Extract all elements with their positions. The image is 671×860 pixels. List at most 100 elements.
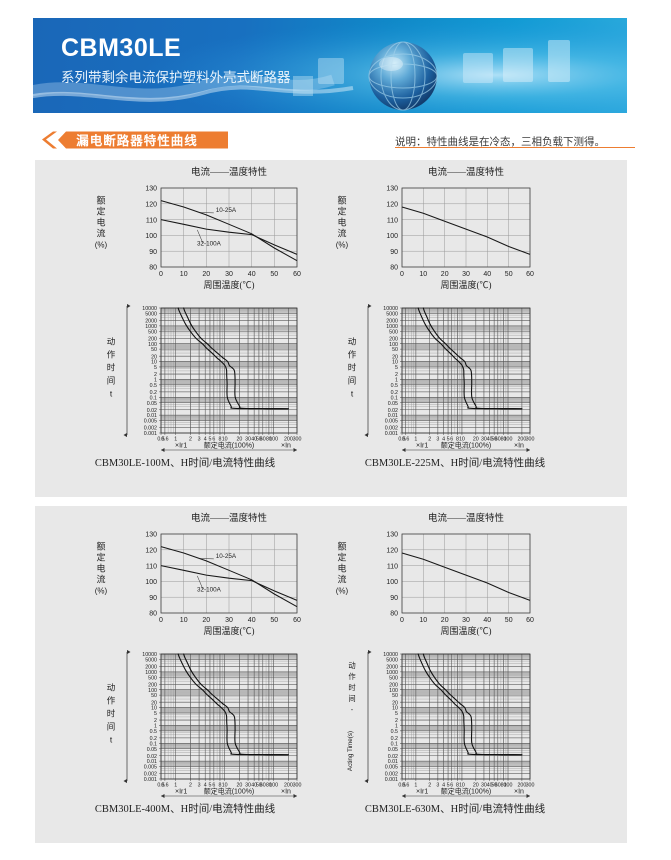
svg-text:周围温度(℃): 周围温度(℃) [441,279,492,290]
svg-text:2: 2 [189,783,192,789]
svg-text:0.001: 0.001 [144,777,157,783]
svg-text:0: 0 [159,271,163,278]
svg-text:50: 50 [270,617,278,624]
svg-text:100: 100 [269,437,278,443]
svg-text:电: 电 [96,217,105,228]
svg-text:额定电流(100%): 额定电流(100%) [204,441,255,450]
svg-text:2: 2 [428,783,431,789]
svg-text:间: 间 [348,376,357,386]
svg-text:0.5: 0.5 [150,729,157,735]
svg-text:×Ir1: ×Ir1 [175,789,187,796]
svg-text:额: 额 [96,195,105,206]
svg-text:定: 定 [337,206,346,217]
svg-text:定: 定 [337,552,346,563]
svg-text:90: 90 [390,249,398,256]
svg-text:电流——温度特性: 电流——温度特性 [428,512,505,524]
svg-text:流: 流 [96,228,105,239]
svg-text:0.005: 0.005 [385,419,398,425]
svg-text:0: 0 [400,617,404,624]
svg-text:0: 0 [400,271,404,278]
svg-text:30: 30 [225,617,233,624]
svg-text:流: 流 [96,574,105,585]
svg-text:100: 100 [269,783,278,789]
svg-text:×In: ×In [514,789,524,796]
svg-text:5: 5 [395,365,398,371]
svg-text:(%): (%) [95,241,108,250]
svg-text:100: 100 [145,233,157,240]
svg-text:周围温度(℃): 周围温度(℃) [441,625,492,636]
svg-text:0.6: 0.6 [402,437,409,443]
svg-text:120: 120 [145,202,157,209]
svg-text:130: 130 [145,186,157,193]
svg-text:间: 间 [107,376,116,386]
svg-text:0.5: 0.5 [391,729,398,735]
svg-text:0.6: 0.6 [161,783,168,789]
svg-text:500: 500 [148,675,157,681]
svg-text:0.05: 0.05 [388,401,398,407]
svg-text:×In: ×In [514,443,524,450]
svg-text:CBM30LE-100M、H时间/电流特性曲线: CBM30LE-100M、H时间/电流特性曲线 [95,456,276,469]
svg-text:t: t [110,389,113,399]
svg-text:40: 40 [248,271,256,278]
svg-text:20: 20 [202,617,210,624]
svg-text:2: 2 [189,437,192,443]
svg-text:500: 500 [389,329,398,335]
svg-text:周围温度(℃): 周围温度(℃) [204,279,255,290]
svg-text:-: - [351,705,354,714]
svg-text:130: 130 [386,186,398,193]
svg-text:80: 80 [149,611,157,618]
svg-text:电: 电 [96,563,105,574]
svg-text:0.05: 0.05 [147,401,157,407]
svg-text:50: 50 [151,347,157,353]
svg-text:30: 30 [462,617,470,624]
svg-text:50: 50 [151,693,157,699]
svg-text:20: 20 [441,617,449,624]
svg-text:间: 间 [348,694,355,703]
svg-text:120: 120 [145,548,157,555]
svg-text:0.005: 0.005 [144,419,157,425]
svg-text:作: 作 [348,672,356,681]
svg-text:额: 额 [337,195,346,206]
svg-text:5000: 5000 [145,657,157,663]
svg-text:0.5: 0.5 [150,383,157,389]
svg-text:Acting Time(s): Acting Time(s) [347,731,354,771]
svg-text:0: 0 [159,617,163,624]
svg-text:3: 3 [198,437,201,443]
svg-text:间: 间 [107,722,116,732]
svg-text:50: 50 [392,693,398,699]
svg-text:50: 50 [505,617,513,624]
svg-text:电流——温度特性: 电流——温度特性 [428,166,505,178]
svg-text:10: 10 [180,617,188,624]
svg-text:定: 定 [96,552,105,563]
svg-text:流: 流 [337,574,346,585]
svg-text:0.005: 0.005 [144,765,157,771]
svg-text:20: 20 [441,271,449,278]
svg-text:110: 110 [146,563,157,570]
svg-text:60: 60 [293,271,301,278]
svg-text:80: 80 [390,265,398,272]
svg-text:时: 时 [107,709,116,719]
svg-text:2: 2 [428,437,431,443]
svg-text:500: 500 [148,329,157,335]
svg-text:3: 3 [436,783,439,789]
svg-text:60: 60 [260,783,266,789]
svg-text:时: 时 [107,363,116,373]
svg-text:0.001: 0.001 [385,777,398,783]
svg-text:(%): (%) [95,587,108,596]
svg-text:CBM30LE-630M、H时间/电流特性曲线: CBM30LE-630M、H时间/电流特性曲线 [365,802,546,815]
svg-text:300: 300 [526,437,535,443]
svg-text:电: 电 [337,217,346,228]
svg-text:定: 定 [96,206,105,217]
svg-text:额定电流(100%): 额定电流(100%) [441,787,492,796]
svg-text:100: 100 [386,579,398,586]
svg-text:100: 100 [145,579,157,586]
svg-text:32-100A: 32-100A [197,586,222,593]
svg-text:5000: 5000 [386,311,398,317]
svg-text:×In: ×In [281,789,291,796]
svg-text:作: 作 [107,696,116,706]
svg-text:0.001: 0.001 [385,431,398,437]
svg-text:40: 40 [483,271,491,278]
svg-text:50: 50 [392,347,398,353]
svg-text:10: 10 [419,271,427,278]
svg-text:流: 流 [337,228,346,239]
